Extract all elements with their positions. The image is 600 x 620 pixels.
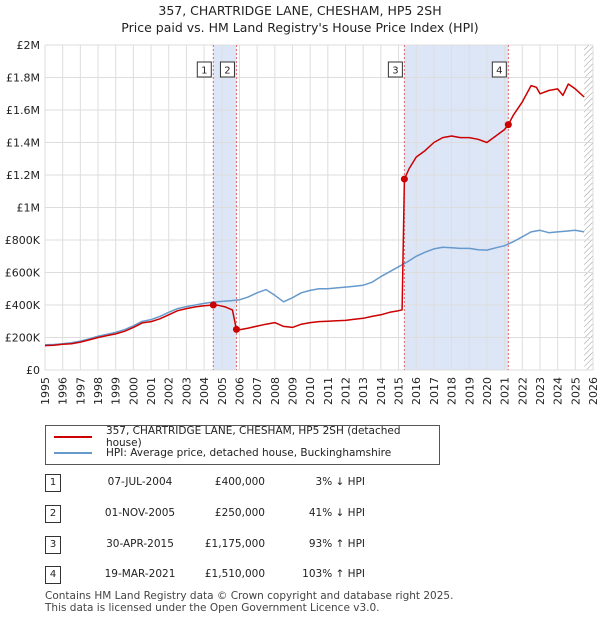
x-tick-label: 2019 [463, 377, 476, 405]
sale-label-border [219, 61, 235, 78]
sale-label-border [387, 61, 403, 78]
legend-label-price-paid: 357, CHARTRIDGE LANE, CHESHAM, HP5 2SH (… [105, 425, 401, 449]
legend-line-price-paid [54, 436, 92, 438]
legend-item-hpi: HPI: Average price, detached house, Buck… [54, 445, 391, 461]
transaction-price: £400,000 [214, 476, 265, 488]
sale-label-box: 4 [491, 61, 507, 78]
y-tick-label: £600K [5, 267, 41, 280]
transaction-number: 2 [45, 505, 61, 523]
transaction-price: £1,510,000 [204, 568, 265, 580]
chart-subtitle: Price paid vs. HM Land Registry's House … [121, 20, 479, 35]
sale-point [400, 175, 408, 183]
x-tick-label: 2020 [481, 377, 494, 405]
y-tick-label: £200K [5, 332, 41, 345]
x-tick-label: 2008 [269, 377, 282, 405]
x-tick-label: 1998 [92, 377, 105, 405]
x-tick-label: 2026 [587, 377, 600, 405]
x-tick-label: 2013 [357, 377, 370, 405]
x-tick-label: 2023 [534, 377, 547, 405]
transaction-number: 1 [45, 474, 61, 492]
transaction-hpi-diff: 41% ↓ HPI [308, 507, 365, 519]
series-line-hpi [44, 229, 585, 346]
footer-copyright: Contains HM Land Registry data © Crown c… [45, 590, 454, 602]
x-tick-label: 2007 [251, 377, 264, 405]
transaction-date: 30-APR-2015 [106, 538, 174, 550]
sale-label-box: 2 [219, 61, 235, 78]
transaction-row: 1 07-JUL-2004 £400,000 3% ↓ HPI [45, 474, 405, 492]
transaction-date: 07-JUL-2004 [107, 476, 173, 488]
sale-label-number: 4 [496, 66, 502, 77]
sale-label-number: 1 [201, 66, 207, 77]
sale-label-number: 3 [392, 66, 398, 77]
transaction-row: 4 19-MAR-2021 £1,510,000 103% ↑ HPI [45, 566, 405, 584]
transaction-hpi-diff: 103% ↑ HPI [302, 568, 365, 580]
x-tick-label: 2017 [428, 377, 441, 405]
sale-label-border [196, 61, 212, 78]
legend-line-hpi [54, 452, 92, 454]
x-tick-label: 1997 [74, 377, 87, 405]
x-tick-label: 2022 [516, 377, 529, 405]
x-tick-label: 1996 [57, 377, 70, 405]
x-tick-label: 2002 [163, 377, 176, 405]
y-tick-label: £1.2M [6, 169, 40, 182]
x-tick-label: 2015 [393, 377, 406, 405]
y-tick-label: £1.6M [6, 104, 40, 117]
transaction-number: 4 [45, 566, 61, 584]
x-tick-label: 2025 [569, 377, 582, 405]
x-tick-label: 2012 [340, 377, 353, 405]
x-tick-label: 2005 [216, 377, 229, 405]
y-tick-label: £1.8M [6, 72, 40, 85]
x-tick-label: 1999 [110, 377, 123, 405]
x-tick-label: 2010 [304, 377, 317, 405]
x-tick-label: 2006 [233, 377, 246, 405]
y-tick-label: £2M [17, 39, 41, 52]
y-tick-label: £1.4M [6, 137, 40, 150]
chart-title-address: 357, CHARTRIDGE LANE, CHESHAM, HP5 2SH [158, 3, 442, 18]
x-tick-label: 2021 [499, 377, 512, 405]
sale-label-box: 1 [196, 61, 212, 78]
legend-item-price-paid: 357, CHARTRIDGE LANE, CHESHAM, HP5 2SH (… [54, 425, 439, 449]
transaction-hpi-diff: 93% ↑ HPI [308, 538, 365, 550]
sale-point [232, 325, 240, 333]
transaction-price: £1,175,000 [204, 538, 265, 550]
sale-label-box: 3 [387, 61, 403, 78]
x-tick-label: 1995 [39, 377, 52, 405]
x-tick-label: 2011 [322, 377, 335, 405]
x-tick-label: 2009 [286, 377, 299, 405]
series-line-price-paid [44, 83, 585, 347]
transaction-date: 01-NOV-2005 [104, 507, 176, 519]
price-chart: 1 2 3 4 £0 £200K £400K £600K £800K £1M £1.2M £1.4M… [5, 39, 600, 405]
sale-label-number: 2 [224, 66, 230, 77]
transaction-hpi-diff: 3% ↓ HPI [315, 476, 365, 488]
x-tick-label: 2000 [127, 377, 140, 405]
x-tick-label: 2001 [145, 377, 158, 405]
sale-point [504, 121, 512, 129]
x-tick-label: 2014 [375, 377, 388, 405]
transaction-row: 2 01-NOV-2005 £250,000 41% ↓ HPI [45, 505, 405, 523]
x-tick-label: 2024 [552, 377, 565, 405]
x-tick-label: 2018 [446, 377, 459, 405]
sale-point [209, 301, 217, 309]
x-tick-label: 2003 [180, 377, 193, 405]
y-tick-label: £800K [5, 234, 41, 247]
x-tick-label: 2016 [410, 377, 423, 405]
chart-legend: 357, CHARTRIDGE LANE, CHESHAM, HP5 2SH (… [45, 425, 440, 465]
sale-label-border [491, 61, 507, 78]
transaction-number: 3 [45, 536, 61, 554]
transaction-price: £250,000 [214, 507, 265, 519]
footer-licence: This data is licensed under the Open Gov… [45, 602, 380, 614]
x-tick-label: 2004 [198, 377, 211, 405]
transaction-date: 19-MAR-2021 [104, 568, 176, 580]
y-tick-label: £1M [17, 202, 41, 215]
y-tick-label: £0 [26, 364, 40, 377]
transaction-row: 3 30-APR-2015 £1,175,000 93% ↑ HPI [45, 536, 405, 554]
legend-label-hpi: HPI: Average price, detached house, Buck… [106, 447, 392, 459]
y-tick-label: £400K [5, 299, 41, 312]
